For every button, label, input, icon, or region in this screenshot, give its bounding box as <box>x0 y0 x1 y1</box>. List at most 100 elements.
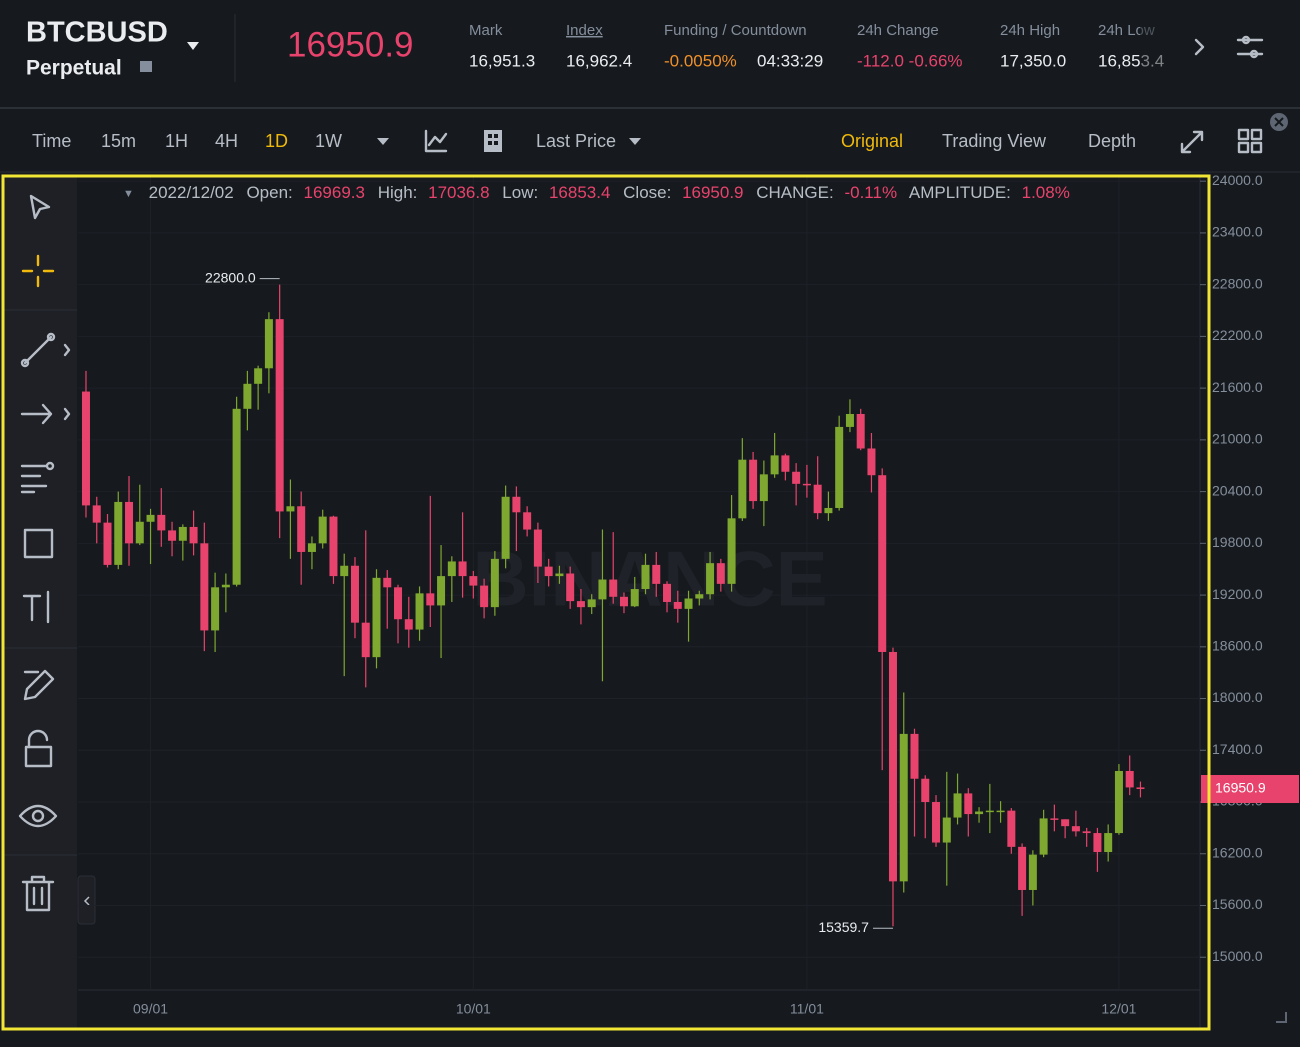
fullscreen-icon[interactable] <box>1180 130 1204 154</box>
candle-body <box>985 810 994 813</box>
legend-label: High: <box>378 183 418 202</box>
candle-body <box>307 543 316 552</box>
candle-body <box>383 577 392 588</box>
template-icon[interactable] <box>484 130 502 152</box>
y-tick-label: 15600.0 <box>1212 896 1263 912</box>
candle-body <box>533 529 542 567</box>
view-tab[interactable]: Trading View <box>942 131 1047 151</box>
candle-body <box>975 811 984 815</box>
candle-body <box>254 368 263 384</box>
legend-value: -0.11% <box>844 183 897 202</box>
candle-body <box>706 563 715 595</box>
candle-body <box>221 584 230 588</box>
legend-label: AMPLITUDE: <box>909 183 1011 202</box>
interval-group: Time 15m 1H 4H 1D 1W <box>32 131 342 151</box>
candle-body <box>157 514 166 531</box>
stat-value: -0.0050% <box>664 51 737 70</box>
settings-icon[interactable] <box>1236 35 1264 59</box>
candle-body <box>1007 810 1016 847</box>
candle-body <box>759 474 768 502</box>
stat-value: 16,962.4 <box>566 51 632 70</box>
candle-body <box>921 778 930 803</box>
candle-body <box>394 587 403 620</box>
candle-body <box>178 526 187 541</box>
candle-body <box>566 573 575 602</box>
candle-body <box>372 577 381 658</box>
symbol[interactable]: BTCBUSD <box>26 17 168 49</box>
legend-value: 16969.3 <box>304 183 365 202</box>
candle-body <box>523 512 532 530</box>
interval: Time <box>32 131 71 151</box>
candle-body <box>932 802 941 843</box>
legend-date: 2022/12/02 <box>149 183 234 202</box>
candle-body <box>1125 770 1134 788</box>
indicator-icon[interactable] <box>424 129 448 153</box>
stat-value: 17,350.0 <box>1000 51 1066 70</box>
legend-value: 16853.4 <box>549 183 610 202</box>
legend-label: Low: <box>502 183 538 202</box>
interval[interactable]: 4H <box>215 131 238 151</box>
candle-body <box>824 507 833 514</box>
candle-body <box>813 484 822 514</box>
y-tick-label: 18000.0 <box>1212 689 1263 705</box>
price-tag <box>1201 775 1299 804</box>
candle-body <box>264 319 273 369</box>
stat-label: 24h Change <box>857 22 939 39</box>
layout-icon[interactable] <box>1237 128 1263 154</box>
candle-body <box>845 413 854 427</box>
legend-caret[interactable]: ▼ <box>123 188 134 200</box>
candle-body <box>1093 833 1102 853</box>
candle-body <box>1136 787 1145 790</box>
candle-body <box>243 383 252 409</box>
candle-body <box>211 587 220 631</box>
legend-value: 17036.8 <box>428 183 489 202</box>
candle-body <box>673 601 682 609</box>
candle-body <box>1071 826 1080 832</box>
candle-body <box>297 506 306 552</box>
candle-body <box>609 579 618 597</box>
candle-body <box>189 526 198 544</box>
candle-body <box>480 585 489 608</box>
interval[interactable]: 1D <box>265 131 288 151</box>
candle-body <box>598 579 607 600</box>
stat-label: Mark <box>469 22 503 39</box>
close-x <box>1274 117 1284 127</box>
candle-body <box>738 459 747 519</box>
symbol-caret[interactable] <box>187 42 199 50</box>
price-type[interactable]: Last Price <box>536 131 616 151</box>
y-tick-label: 21600.0 <box>1212 379 1263 395</box>
collapse-arrow <box>83 896 90 906</box>
interval[interactable]: 1H <box>165 131 188 151</box>
resize-handle[interactable] <box>1276 1012 1287 1023</box>
candle-body <box>350 565 359 623</box>
candle-body <box>749 459 758 502</box>
drawing-toolbar <box>4 176 77 1028</box>
candle-body <box>1039 818 1048 855</box>
candle-body <box>781 455 790 472</box>
interval[interactable]: 15m <box>101 131 136 151</box>
candle-body <box>910 733 919 779</box>
view-tab[interactable]: Original <box>841 131 903 151</box>
y-tick-label: 21000.0 <box>1212 431 1263 447</box>
candle-body <box>329 516 338 577</box>
legend-label: Close: <box>623 183 671 202</box>
candle-body <box>114 501 123 565</box>
y-tick-label: 20400.0 <box>1212 482 1263 498</box>
candle-body <box>888 651 897 882</box>
candle-body <box>125 501 134 544</box>
candle-body <box>964 793 973 815</box>
book-icon[interactable] <box>140 61 152 72</box>
candle-body <box>458 561 467 577</box>
legend-value: 16950.9 <box>682 183 743 202</box>
interval[interactable]: 1W <box>315 131 342 151</box>
view-tab[interactable]: Depth <box>1088 131 1136 151</box>
candle-body <box>447 561 456 577</box>
drawing-tools[interactable] <box>18 194 71 912</box>
contract-type: Perpetual <box>26 57 122 80</box>
candle-body <box>856 413 865 449</box>
candle-body <box>490 558 499 608</box>
interval-caret[interactable] <box>377 138 389 145</box>
scroll-arrow[interactable] <box>1194 38 1205 56</box>
candle-body <box>544 566 553 577</box>
price-type-caret[interactable] <box>629 138 641 145</box>
